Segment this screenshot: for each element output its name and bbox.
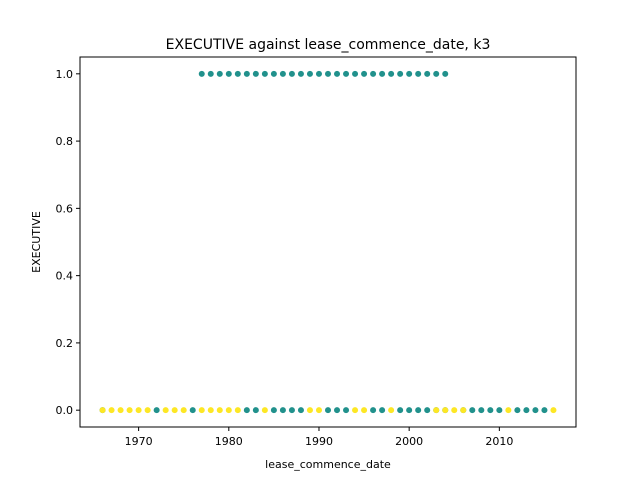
data-point (496, 407, 503, 414)
data-point (279, 407, 286, 414)
data-point (234, 407, 241, 414)
data-point (144, 407, 151, 414)
data-point (334, 407, 341, 414)
data-point (469, 407, 476, 414)
y-tick-label: 0.2 (56, 337, 74, 350)
y-tick-label: 1.0 (56, 68, 74, 81)
data-point (99, 407, 106, 414)
data-point (117, 407, 124, 414)
data-point (270, 407, 277, 414)
y-tick-label: 0.8 (56, 135, 74, 148)
data-point (189, 407, 196, 414)
data-point (550, 407, 557, 414)
data-point (207, 70, 214, 77)
data-point (315, 70, 322, 77)
data-point (361, 407, 368, 414)
data-point (415, 70, 422, 77)
data-point (415, 407, 422, 414)
data-point (532, 407, 539, 414)
data-point (460, 407, 467, 414)
data-point (478, 407, 485, 414)
data-point (325, 407, 331, 414)
data-point (261, 70, 268, 77)
data-point (379, 70, 386, 77)
data-point (225, 70, 232, 77)
data-point (198, 407, 205, 414)
data-point (270, 70, 277, 77)
data-point (442, 70, 449, 77)
data-point (505, 407, 512, 414)
data-point (388, 70, 395, 77)
x-axis-label: lease_commence_date (265, 458, 391, 471)
data-point (424, 70, 431, 77)
y-axis-ticks: 0.0 0.2 0.4 0.6 0.8 1.0 (56, 68, 80, 417)
data-point (442, 407, 449, 414)
data-point (315, 407, 322, 414)
data-point (433, 70, 440, 77)
data-point (216, 407, 223, 414)
data-point (397, 70, 404, 77)
data-points (99, 70, 557, 414)
data-point (261, 407, 268, 414)
data-point (361, 70, 368, 77)
x-tick-label: 1990 (305, 435, 333, 448)
data-point (252, 407, 259, 414)
data-point (406, 70, 413, 77)
data-point (207, 407, 214, 414)
data-point (343, 70, 350, 77)
data-point (279, 70, 286, 77)
x-tick-label: 2000 (395, 435, 423, 448)
y-tick-label: 0.6 (56, 202, 74, 215)
data-point (153, 407, 160, 414)
chart-title: EXECUTIVE against lease_commence_date, k… (166, 37, 491, 53)
data-point (243, 407, 250, 414)
data-point (252, 70, 259, 77)
data-point (325, 70, 331, 77)
y-tick-label: 0.0 (56, 404, 74, 417)
y-tick-label: 0.4 (56, 270, 74, 283)
data-point (343, 407, 350, 414)
x-axis-ticks: 1970 1980 1990 2000 2010 (125, 427, 513, 448)
data-point (451, 407, 458, 414)
data-point (306, 70, 313, 77)
data-point (171, 407, 178, 414)
data-point (234, 70, 241, 77)
data-point (297, 407, 304, 414)
data-point (433, 407, 440, 414)
data-point (198, 70, 205, 77)
data-point (162, 407, 169, 414)
data-point (541, 407, 548, 414)
data-point (523, 407, 530, 414)
data-point (514, 407, 521, 414)
data-point (180, 407, 187, 414)
y-axis-label: EXECUTIVE (30, 211, 43, 273)
x-tick-label: 1970 (125, 435, 153, 448)
data-point (406, 407, 413, 414)
data-point (334, 70, 341, 77)
plot-area (80, 57, 576, 427)
axes-frame (79, 56, 577, 428)
data-point (243, 70, 250, 77)
data-point (388, 407, 395, 414)
data-point (424, 407, 431, 414)
data-point (379, 407, 386, 414)
data-point (352, 70, 359, 77)
data-point (370, 70, 377, 77)
data-point (306, 407, 313, 414)
data-point (297, 70, 304, 77)
data-point (225, 407, 232, 414)
data-point (370, 407, 377, 414)
data-point (288, 407, 295, 414)
x-tick-label: 1980 (215, 435, 243, 448)
data-point (487, 407, 494, 414)
data-point (126, 407, 133, 414)
data-point (397, 407, 404, 414)
x-tick-label: 2010 (485, 435, 513, 448)
data-point (288, 70, 295, 77)
data-point (135, 407, 142, 414)
data-point (352, 407, 359, 414)
data-point (216, 70, 223, 77)
data-point (108, 407, 115, 414)
